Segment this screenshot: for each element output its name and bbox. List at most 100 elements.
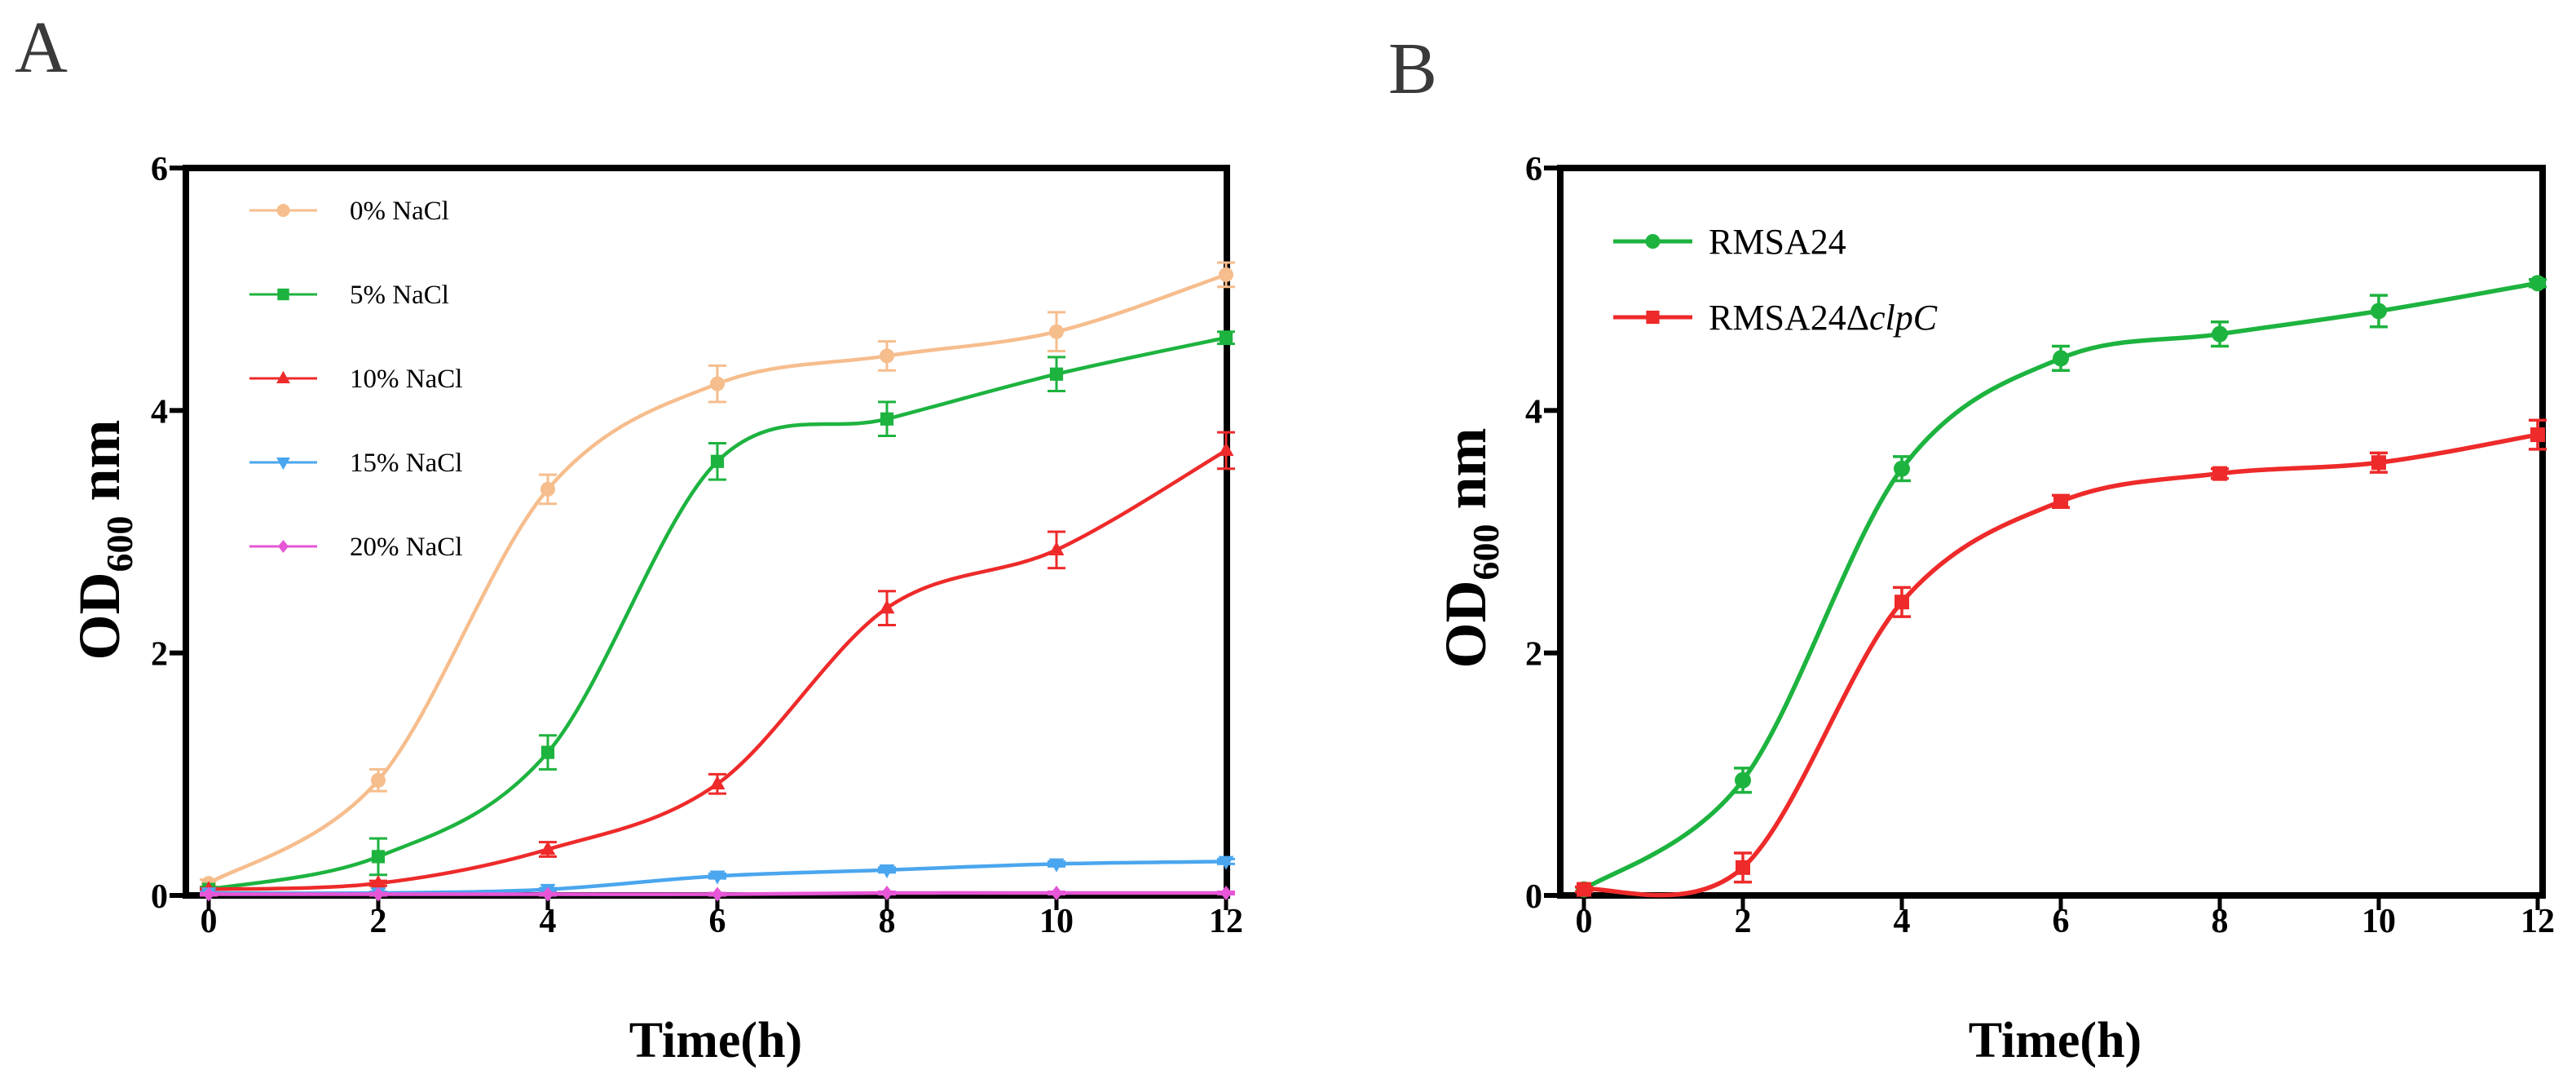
x-tick-label: 6 bbox=[2053, 903, 2070, 940]
x-tick-label: 0 bbox=[201, 903, 218, 940]
point-15-nacl-t12 bbox=[1218, 855, 1234, 870]
point-rmsa24-t2 bbox=[1735, 771, 1751, 789]
legend-item-rmsa24: RMSA24 bbox=[1613, 222, 1846, 262]
point-20-nacl-t12 bbox=[1220, 886, 1233, 901]
y-tick-label: 6 bbox=[1525, 151, 1542, 188]
legend-marker bbox=[276, 370, 290, 383]
x-tick-label: 6 bbox=[709, 903, 726, 940]
legend-label: 20% NaCl bbox=[350, 533, 462, 562]
x-tick-label: 2 bbox=[370, 903, 387, 940]
x-tick-label: 8 bbox=[2212, 903, 2229, 940]
legend-marker bbox=[277, 288, 289, 301]
y-axis-title-subscript: 600 bbox=[1465, 524, 1506, 581]
panel-a-chart: A 0 2 4 6 0 2 4 6 8 10 12 Time(h) OD600 nm 0% NaCl 5% N… bbox=[15, 7, 1243, 1068]
x-tick-label: 12 bbox=[1209, 903, 1243, 940]
point-5-nacl-t2 bbox=[371, 850, 386, 864]
point-15-nacl-t8 bbox=[879, 864, 895, 879]
legend-item-0-nacl: 0% NaCl bbox=[249, 197, 449, 226]
y-tick-label: 2 bbox=[151, 636, 168, 674]
legend-marker bbox=[278, 540, 289, 553]
legend-label: 15% NaCl bbox=[350, 449, 462, 478]
point-rmsa24-clpc-t8 bbox=[2212, 466, 2227, 481]
point-5-nacl-t4 bbox=[540, 745, 555, 759]
x-tick-label: 0 bbox=[1576, 903, 1593, 940]
y-tick-label: 4 bbox=[151, 393, 168, 431]
point-15-nacl-t10 bbox=[1048, 858, 1065, 873]
point-rmsa24-clpc-t0 bbox=[1577, 882, 1591, 897]
point-10-nacl-t8 bbox=[879, 599, 895, 614]
point-10-nacl-t6 bbox=[709, 775, 726, 789]
legend-item-rmsa24-clpc: RMSA24ΔclpC bbox=[1613, 298, 1938, 338]
y-axis-title: OD600 nm bbox=[67, 419, 140, 660]
point-20-nacl-t0 bbox=[202, 886, 215, 902]
point-rmsa24-t8 bbox=[2212, 325, 2228, 343]
panel-label: A bbox=[15, 7, 68, 88]
y-tick-label: 2 bbox=[1525, 636, 1542, 674]
point-20-nacl-t6 bbox=[711, 886, 724, 902]
legend-item-5-nacl: 5% NaCl bbox=[249, 281, 449, 310]
legend-marker bbox=[1646, 310, 1660, 325]
point-20-nacl-t8 bbox=[880, 886, 893, 901]
point-20-nacl-t10 bbox=[1050, 886, 1063, 901]
x-tick-label: 10 bbox=[1039, 903, 1074, 940]
point-0-nacl-t12 bbox=[1219, 267, 1233, 282]
point-5-nacl-t8 bbox=[880, 412, 894, 426]
legend-item-20-nacl: 20% NaCl bbox=[249, 533, 462, 562]
panel-b-chart: B 0 2 4 6 0 2 4 6 8 10 12 Time(h) OD600 nm RMSA24 RMSA2… bbox=[1388, 29, 2555, 1068]
point-rmsa24-clpc-t4 bbox=[1895, 595, 1909, 610]
point-20-nacl-t2 bbox=[372, 886, 385, 902]
x-axis-title: Time(h) bbox=[1969, 1013, 2142, 1068]
y-axis-title-subscript: 600 bbox=[99, 516, 140, 572]
x-tick-label: 10 bbox=[2362, 903, 2396, 940]
legend-label-prefix: RMSA24Δ bbox=[1709, 298, 1869, 338]
legend-marker bbox=[1645, 234, 1661, 249]
y-tick-label: 4 bbox=[1525, 393, 1542, 431]
legend-label: RMSA24 bbox=[1709, 222, 1846, 262]
y-axis-title-main: OD bbox=[1433, 581, 1498, 669]
series-20-nacl bbox=[200, 886, 1235, 902]
panel-label: B bbox=[1388, 29, 1437, 109]
point-rmsa24-clpc-t12 bbox=[2530, 427, 2545, 443]
legend-marker bbox=[276, 458, 290, 471]
point-10-nacl-t4 bbox=[540, 841, 556, 855]
legend-item-10-nacl: 10% NaCl bbox=[249, 365, 462, 394]
point-15-nacl-t6 bbox=[709, 870, 726, 885]
x-tick-label: 12 bbox=[2521, 903, 2555, 940]
point-5-nacl-t12 bbox=[1219, 331, 1233, 345]
x-axis-title: Time(h) bbox=[629, 1013, 802, 1068]
point-10-nacl-t10 bbox=[1048, 541, 1065, 556]
point-10-nacl-t12 bbox=[1218, 442, 1234, 457]
x-tick-label: 4 bbox=[540, 903, 557, 940]
point-rmsa24-t4 bbox=[1894, 460, 1910, 477]
point-rmsa24-clpc-t6 bbox=[2053, 493, 2068, 509]
legend-label: 5% NaCl bbox=[350, 281, 449, 310]
y-tick-label: 6 bbox=[151, 151, 168, 188]
legend-label: 10% NaCl bbox=[350, 365, 462, 394]
y-axis-title: OD600 nm bbox=[1433, 427, 1506, 668]
y-axis-title-unit: nm bbox=[1433, 427, 1498, 524]
series-5-nacl bbox=[200, 330, 1235, 896]
point-0-nacl-t2 bbox=[371, 772, 386, 788]
point-0-nacl-t8 bbox=[880, 348, 894, 364]
point-rmsa24-t6 bbox=[2053, 350, 2069, 367]
point-rmsa24-clpc-t2 bbox=[1736, 860, 1750, 875]
point-rmsa24-t12 bbox=[2530, 275, 2546, 292]
point-rmsa24-t10 bbox=[2371, 303, 2387, 320]
point-20-nacl-t4 bbox=[541, 886, 554, 902]
point-5-nacl-t10 bbox=[1049, 367, 1064, 381]
legend-marker bbox=[276, 204, 290, 217]
plot-frame bbox=[1557, 165, 2546, 899]
y-axis-title-main: OD bbox=[67, 572, 132, 661]
legend-label: 0% NaCl bbox=[350, 197, 449, 226]
point-0-nacl-t4 bbox=[540, 481, 555, 497]
y-tick-label: 0 bbox=[151, 878, 168, 916]
series-rmsa24-clpc bbox=[1575, 418, 2547, 898]
legend-label-italic: clpC bbox=[1869, 298, 1938, 338]
x-tick-label: 4 bbox=[1894, 903, 1911, 940]
point-rmsa24-clpc-t10 bbox=[2371, 455, 2386, 471]
point-0-nacl-t6 bbox=[710, 376, 725, 391]
point-10-nacl-t2 bbox=[370, 874, 386, 889]
x-tick-label: 8 bbox=[879, 903, 896, 940]
y-tick-label: 0 bbox=[1525, 878, 1542, 916]
